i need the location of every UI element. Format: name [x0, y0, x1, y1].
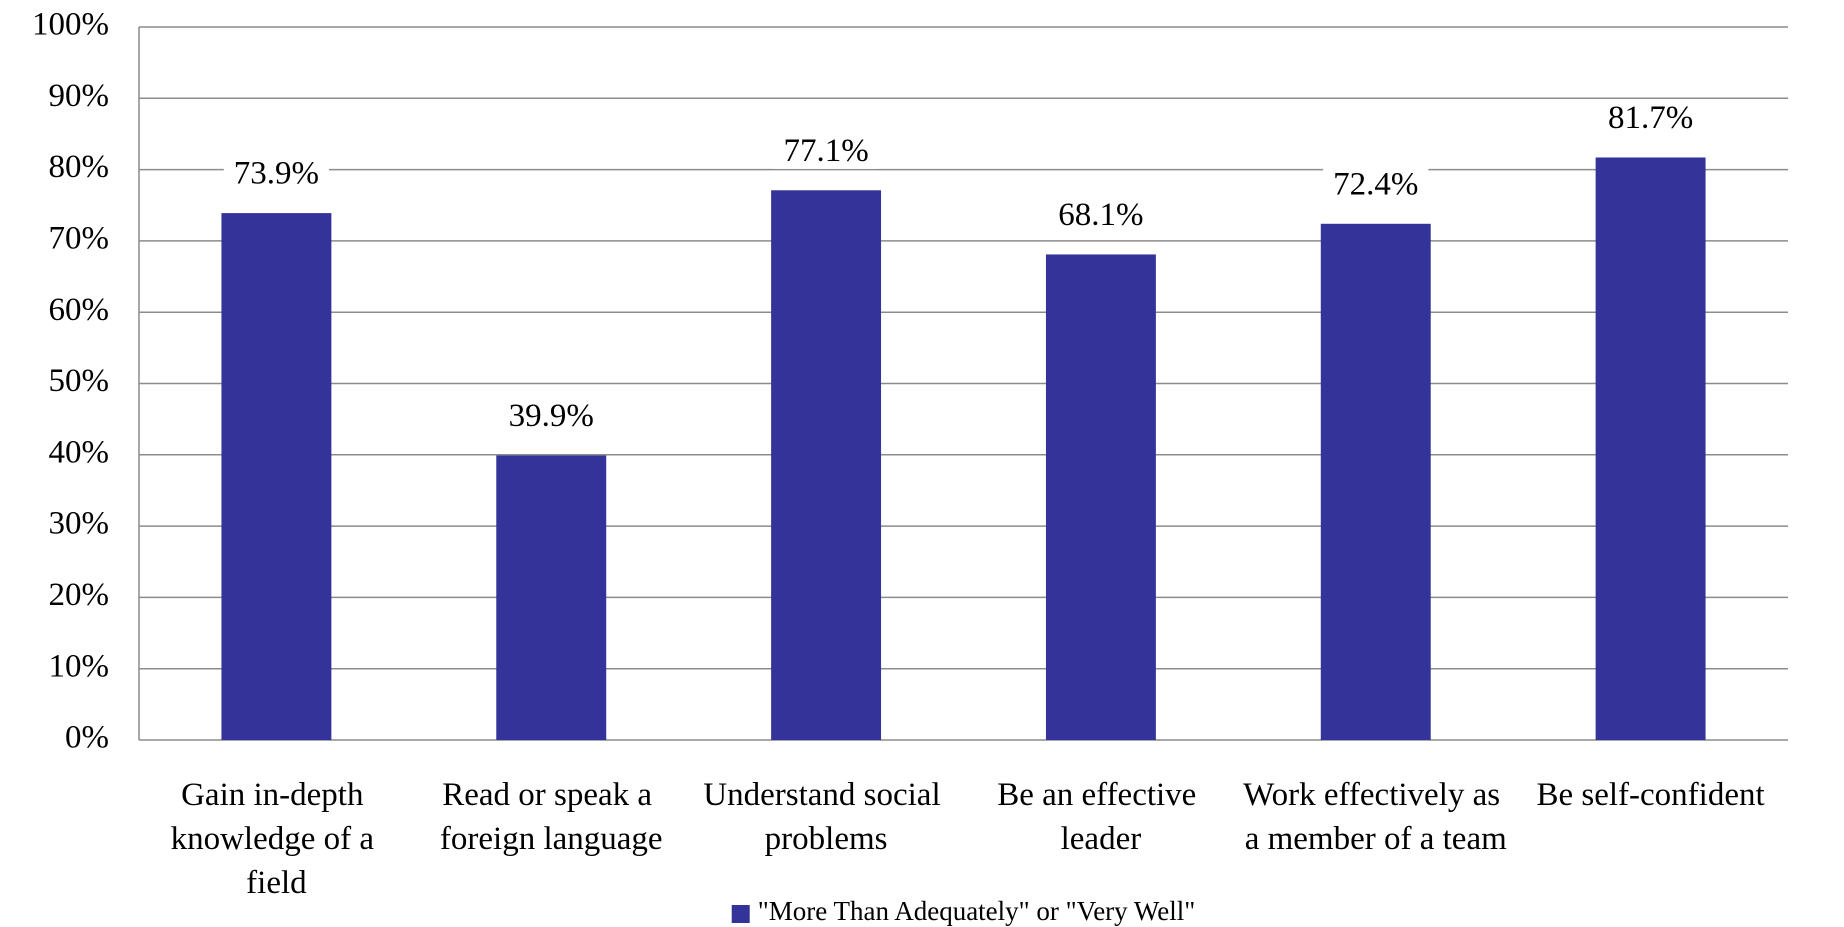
legend-label: "More Than Adequately" or "Very Well"	[758, 896, 1196, 926]
y-tick-label: 50%	[49, 363, 110, 399]
x-tick-label: Read or speak a foreign language	[440, 777, 663, 857]
value-label-bg	[1048, 197, 1154, 234]
y-tick-label: 20%	[49, 577, 110, 613]
x-tick-label: Be self-confident	[1536, 777, 1764, 813]
x-tick-label: Understand social problems	[703, 777, 949, 857]
y-tick-label: 10%	[49, 648, 110, 684]
x-tick-label: Work effectively as a member of a team	[1243, 777, 1508, 857]
value-label: 73.9%	[234, 156, 319, 192]
y-tick-label: 0%	[65, 720, 109, 756]
y-tick-label: 90%	[49, 78, 110, 114]
y-tick-label: 60%	[49, 292, 110, 328]
bar	[496, 455, 607, 740]
bar	[771, 190, 882, 741]
bar	[1045, 254, 1156, 740]
y-tick-label: 40%	[49, 434, 110, 470]
y-tick-label: 100%	[32, 7, 109, 43]
bar	[1320, 223, 1431, 741]
value-label: 68.1%	[1058, 197, 1143, 233]
x-tick-label: Be an effective leader	[997, 777, 1204, 857]
value-label: 39.9%	[509, 398, 594, 434]
value-label-bg	[223, 155, 330, 192]
value-label: 72.4%	[1333, 166, 1418, 202]
y-tick-label: 80%	[49, 149, 110, 185]
legend-swatch	[731, 905, 750, 923]
bar	[221, 213, 332, 740]
value-label: 77.1%	[783, 133, 868, 169]
value-label-bg	[1597, 100, 1704, 137]
value-label: 81.7%	[1608, 100, 1693, 136]
y-tick-label: 30%	[49, 506, 110, 542]
value-label-bg	[498, 398, 604, 435]
y-tick-label: 70%	[49, 220, 110, 256]
bar	[1595, 157, 1706, 740]
x-tick-label: Gain in-depth knowledge of a field	[171, 777, 383, 901]
value-label-bg	[773, 132, 879, 169]
value-label-bg	[1323, 166, 1429, 203]
